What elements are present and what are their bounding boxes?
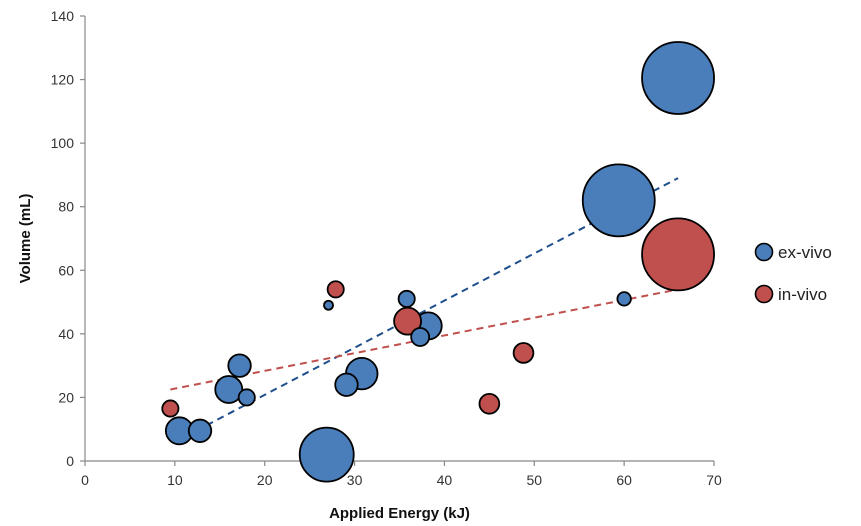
x-tick-label: 20 (257, 472, 273, 488)
y-tick-label: 80 (58, 199, 74, 215)
x-tick-label: 70 (706, 472, 722, 488)
x-tick-label: 0 (81, 472, 89, 488)
y-tick-label: 40 (58, 326, 74, 342)
ex-vivo-bubble (187, 418, 213, 443)
ex-vivo-bubble (298, 426, 355, 483)
legend-marker-ex-vivo (754, 242, 774, 262)
y-tick-label: 0 (66, 453, 74, 469)
ex-vivo-bubble (581, 163, 656, 238)
legend-label-in-vivo: in-vivo (778, 285, 827, 304)
y-tick-label: 120 (51, 72, 75, 88)
ex-vivo-bubble (237, 388, 256, 407)
x-tick-label: 40 (437, 472, 453, 488)
ex-vivo-bubble (616, 291, 632, 307)
axes (84, 16, 714, 462)
ex-vivo-bubble (641, 41, 715, 115)
y-axis-title: Volume (mL) (17, 194, 34, 284)
x-axis-title: Applied Energy (kJ) (329, 505, 470, 522)
bubbles (161, 41, 715, 483)
x-tick-label: 50 (526, 472, 542, 488)
ex-vivo-bubble (334, 372, 359, 397)
x-tick-label: 60 (616, 472, 632, 488)
ex-vivo-bubble (227, 353, 252, 378)
x-tick-label: 30 (347, 472, 363, 488)
in-vivo-bubble (641, 217, 715, 292)
ex-vivo-bubble (410, 327, 431, 347)
legend-label-ex-vivo: ex-vivo (778, 243, 832, 262)
x-tick-label: 10 (167, 472, 183, 488)
ex-vivo-bubble (323, 299, 334, 311)
in-vivo-bubble (161, 399, 180, 418)
in-vivo-bubble (478, 392, 501, 415)
in-vivo-bubble (512, 342, 535, 364)
y-tick-label: 100 (51, 135, 75, 151)
y-axis-ticks: 0 20 40 60 80 100 120 140 (51, 8, 85, 469)
y-tick-label: 20 (58, 389, 74, 405)
x-axis-ticks: 0 10 20 30 40 50 60 70 (81, 461, 722, 488)
in-vivo-bubble (326, 280, 345, 299)
legend: ex-vivo in-vivo (754, 242, 832, 304)
ex-vivo-bubble (214, 375, 244, 404)
y-tick-label: 140 (51, 8, 75, 24)
legend-marker-in-vivo (754, 284, 774, 304)
y-tick-label: 60 (58, 262, 74, 278)
ex-vivo-bubble (397, 289, 416, 308)
